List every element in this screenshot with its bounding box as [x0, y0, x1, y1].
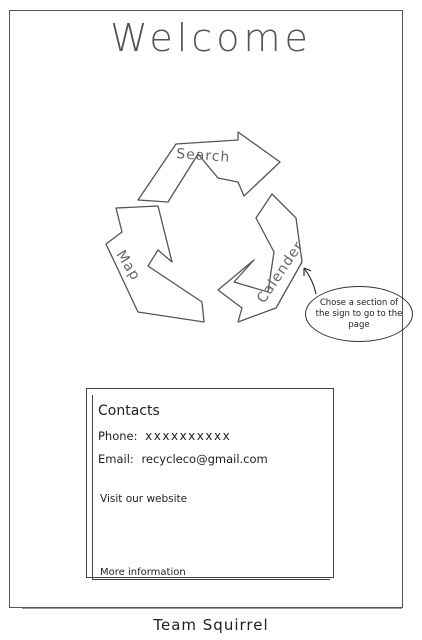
contacts-inner-frame: Contacts Phone: xxxxxxxxxx Email: recycl… [92, 395, 330, 580]
hint-arrow-icon [303, 267, 317, 295]
footer-team-name: Team Squirrel [153, 616, 269, 634]
contacts-heading: Contacts [98, 403, 160, 419]
email-label: Email: [98, 452, 134, 466]
segment-label-search: Search [176, 146, 231, 166]
recycle-icon: Search Map Calender [105, 131, 307, 323]
recycle-segment-map[interactable]: Map [105, 205, 205, 323]
contacts-panel: Contacts Phone: xxxxxxxxxx Email: recycl… [86, 388, 334, 580]
contact-phone: Phone: xxxxxxxxxx [98, 429, 231, 443]
website-link[interactable]: Visit our website [100, 493, 188, 505]
phone-value: xxxxxxxxxx [145, 429, 232, 443]
hint-bubble: Chose a section of the sign to go to the… [305, 286, 413, 342]
phone-label: Phone: [98, 429, 138, 443]
page-title: Welcome [110, 16, 312, 60]
recycle-segment-search[interactable]: Search [137, 131, 281, 203]
hint-text: Chose a section of the sign to go to the… [315, 297, 403, 330]
recycle-logo-nav: Search Map Calender [98, 131, 318, 332]
more-information-link[interactable]: More information [100, 567, 186, 578]
footer-divider [22, 608, 402, 609]
recycle-segment-calender[interactable]: Calender [217, 193, 307, 323]
email-value[interactable]: recycleco@gmail.com [141, 452, 268, 466]
contact-email: Email: recycleco@gmail.com [98, 452, 268, 466]
